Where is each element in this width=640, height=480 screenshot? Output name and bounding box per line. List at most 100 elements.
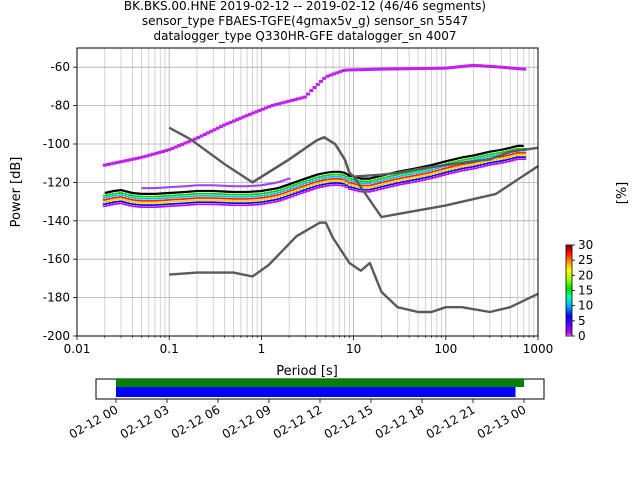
pdf-cell [406,178,411,180]
pdf-cell [273,196,278,199]
pdf-cell [228,202,233,204]
pdf-cell [477,158,482,160]
pdf-cell [289,193,294,196]
pdf-cell [105,196,110,198]
pdf-cell [315,180,320,183]
pdf-cell [522,154,527,156]
pdf-cell [386,175,391,178]
pdf-cell [180,202,185,205]
pdf-cell [109,201,114,204]
pdf-cell [315,187,320,189]
pdf-cell [360,184,365,187]
pdf-cell [409,177,414,180]
pdf-cell [164,195,169,197]
pdf-cell [470,157,475,160]
pdf-cell [196,203,201,206]
pdf-cell [444,173,449,176]
pdf-cell [422,66,427,70]
pdf-cell [519,156,524,158]
pdf-cell [196,201,201,204]
pdf-cell [218,199,223,202]
pdf-cell [257,201,262,204]
pdf-cell [389,179,394,181]
pdf-cell [512,157,517,159]
pdf-cell [260,192,265,195]
pdf-cell [170,146,175,150]
pdf-cell [344,184,349,187]
pdf-cell [209,192,214,195]
pdf-cell [147,197,152,200]
pdf-cell [189,184,194,187]
pdf-cell [109,162,114,166]
pdf-cell [364,186,369,189]
pdf-cell [215,126,220,130]
pdf-cell [460,163,465,166]
pdf-cell [102,194,107,197]
pdf-cell [147,204,152,206]
pdf-cell [412,172,417,175]
pdf-cell [254,197,259,200]
pdf-cell [138,156,143,160]
pdf-cell [302,191,307,193]
pdf-cell [273,198,278,201]
pdf-cell [293,186,298,188]
pdf-cell [393,178,398,181]
pdf-cell [164,197,169,199]
pdf-cell [460,159,465,161]
pdf-cell [460,169,465,172]
pdf-cell [122,159,127,163]
pdf-cell [189,203,194,206]
pdf-cell [231,198,236,200]
pdf-cell [289,98,294,102]
pdf-cell [486,162,491,164]
pdf-cell [389,185,394,188]
pdf-cell [273,190,278,193]
pdf-cell [186,199,191,202]
pdf-cell [389,181,394,184]
pdf-cell [367,180,372,183]
pdf-cell [218,193,223,195]
timeline-tick-label: 02-12 06 [169,402,223,441]
pdf-cell [247,112,252,116]
colorbar-tick-label: 5 [578,314,586,328]
pdf-cell [373,189,378,192]
pdf-cell [402,174,407,177]
pdf-cell [289,189,294,192]
pdf-cell [335,173,340,176]
pdf-cell [222,199,227,202]
pdf-cell [451,161,456,164]
pdf-cell [209,184,214,187]
pdf-cell [312,188,317,190]
pdf-cell [460,167,465,170]
pdf-cell [270,199,275,202]
pdf-cell [302,182,307,185]
pdf-cell [131,201,136,203]
pdf-cell [257,184,262,187]
pdf-cell [280,188,285,191]
pdf-cell [206,199,211,201]
pdf-cell [325,180,330,183]
pdf-cell [112,197,117,199]
pdf-cell [322,185,327,188]
pdf-cell [451,65,456,69]
pdf-cell [196,195,201,197]
pdf-cell [331,173,336,176]
pdf-cell [176,200,181,203]
pdf-cell [157,197,162,200]
timeline-tick-label: 02-12 00 [67,402,121,441]
pdf-cell [125,202,130,204]
pdf-cell [299,183,304,186]
pdf-cell [357,182,362,184]
pdf-cell [135,156,140,160]
pdf-cell [306,183,311,186]
pdf-cell [157,203,162,206]
pdf-cell [454,65,459,69]
pdf-cell [364,182,369,185]
pdf-cell [218,184,223,187]
pdf-cell [212,197,217,199]
pdf-cell [367,186,372,189]
pdf-cell [154,151,159,155]
pdf-cell [218,203,223,206]
pdf-cell [293,190,298,193]
pdf-cell [457,164,462,166]
